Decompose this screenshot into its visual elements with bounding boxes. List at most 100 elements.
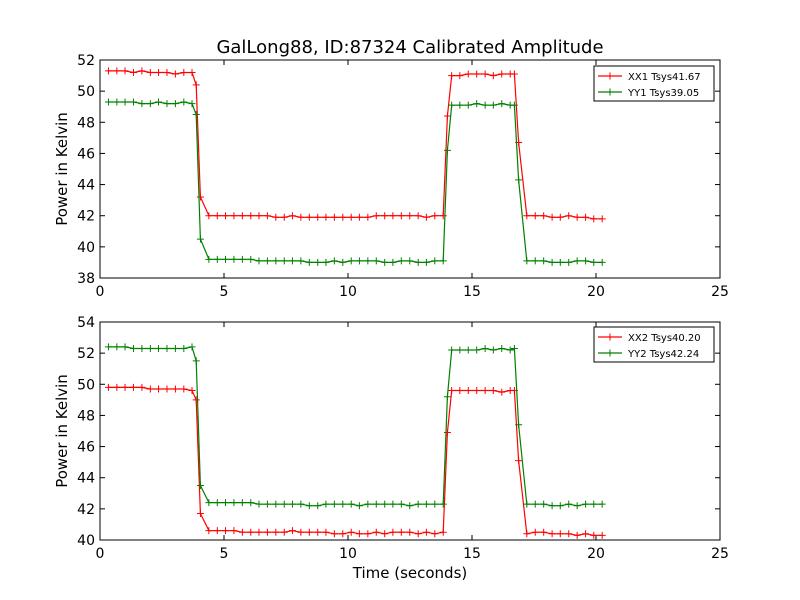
data-point: [188, 100, 196, 108]
data-point: [498, 70, 506, 78]
data-point: [272, 528, 280, 536]
data-point: [347, 257, 355, 265]
data-point: [322, 500, 330, 508]
data-point: [540, 528, 548, 536]
y-tick-label: 44: [77, 471, 95, 487]
data-point: [582, 500, 590, 508]
data-point: [397, 528, 405, 536]
data-point: [473, 70, 481, 78]
data-point: [339, 500, 347, 508]
data-point: [372, 212, 380, 220]
data-point: [155, 344, 163, 352]
data-point: [598, 215, 606, 223]
data-point: [347, 213, 355, 221]
data-point: [330, 213, 338, 221]
data-point: [481, 387, 489, 395]
data-point: [540, 212, 548, 220]
data-point: [355, 502, 363, 510]
data-point: [146, 100, 154, 108]
data-point: [548, 530, 556, 538]
data-point: [573, 502, 581, 510]
data-point: [464, 70, 472, 78]
data-point: [188, 387, 196, 395]
data-point: [322, 213, 330, 221]
data-point: [180, 344, 188, 352]
y-tick-label: 46: [77, 440, 95, 456]
data-point: [171, 385, 179, 393]
data-point: [531, 257, 539, 265]
x-tick-label: 25: [711, 546, 729, 562]
data-point: [498, 100, 506, 108]
series-line: [108, 386, 603, 536]
bottom-subplot: 0 5 10 15 20 25 40 42 44 46 48 50 52 54 Power in Kelvi…: [53, 315, 729, 562]
data-point: [272, 257, 280, 265]
data-point: [196, 235, 204, 243]
x-tick-label: 25: [711, 284, 729, 300]
data-point: [556, 213, 564, 221]
data-point: [330, 500, 338, 508]
data-point: [129, 68, 137, 76]
x-tick-label: 0: [96, 284, 105, 300]
data-point: [389, 528, 397, 536]
data-point: [129, 98, 137, 106]
x-tick-label: 10: [339, 546, 357, 562]
data-point: [582, 530, 590, 538]
data-point: [556, 258, 564, 266]
data-point: [548, 502, 556, 510]
data-point: [540, 500, 548, 508]
data-point: [297, 528, 305, 536]
x-tick-label: 15: [463, 546, 481, 562]
data-point: [473, 387, 481, 395]
data-point: [531, 500, 539, 508]
y-tick-label: 54: [77, 315, 95, 331]
y-tick-label: 52: [77, 346, 95, 362]
plot-frame: [99, 59, 721, 279]
data-point: [372, 257, 380, 265]
legend-label: YY2 Tsys42.24: [627, 349, 699, 360]
data-point: [121, 98, 129, 106]
data-point: [556, 530, 564, 538]
data-point: [339, 213, 347, 221]
data-point: [389, 500, 397, 508]
x-tick-label: 5: [220, 284, 229, 300]
data-point: [155, 68, 163, 76]
data-point: [443, 429, 451, 437]
data-point: [280, 213, 288, 221]
data-point: [196, 193, 204, 201]
data-point: [515, 421, 523, 429]
data-point: [146, 68, 154, 76]
y-tick-label: 48: [77, 115, 95, 131]
data-point: [192, 81, 200, 89]
data-point: [531, 212, 539, 220]
x-tick-label: 0: [96, 546, 105, 562]
data-point: [481, 70, 489, 78]
data-point: [498, 344, 506, 352]
legend-label: XX1 Tsys41.67: [628, 72, 701, 83]
data-point: [406, 528, 414, 536]
data-point: [489, 72, 497, 80]
data-point: [230, 499, 238, 507]
data-point: [104, 343, 112, 351]
data-point: [355, 213, 363, 221]
data-point: [146, 344, 154, 352]
data-point: [163, 100, 171, 108]
data-point: [113, 98, 121, 106]
data-point: [180, 98, 188, 106]
data-point: [347, 500, 355, 508]
data-point: [247, 255, 255, 263]
data-point: [221, 499, 229, 507]
y-tick-label: 50: [77, 377, 95, 393]
data-point: [397, 212, 405, 220]
data-point: [263, 257, 271, 265]
data-point: [192, 357, 200, 365]
data-point: [364, 213, 372, 221]
x-tick-label: 10: [339, 284, 357, 300]
data-point: [129, 344, 137, 352]
data-point: [171, 344, 179, 352]
data-point: [155, 385, 163, 393]
data-point: [205, 255, 213, 263]
data-point: [489, 101, 497, 109]
data-point: [213, 499, 221, 507]
data-point: [330, 530, 338, 538]
data-point: [489, 387, 497, 395]
